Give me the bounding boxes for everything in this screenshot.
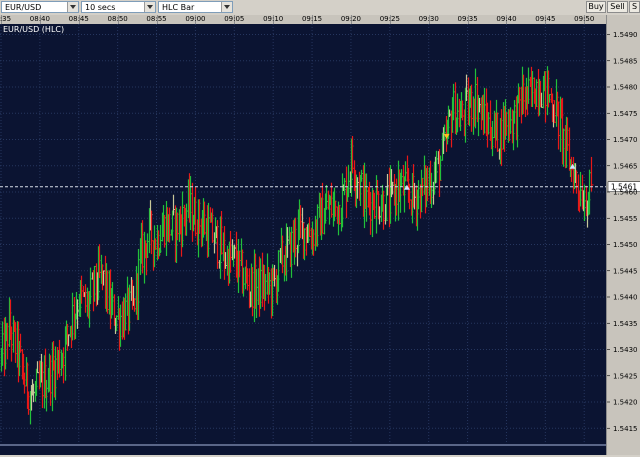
price-axis: 1.5461 1.5490 1.5485 1.5480 1.5475 1.5470 1.5… xyxy=(606,15,640,455)
price-tick-label: 1.5445 xyxy=(613,267,638,275)
chart-scrollbar[interactable] xyxy=(0,444,606,455)
time-tick-label: 09:40 xyxy=(496,15,517,23)
time-axis-separator xyxy=(428,15,430,24)
time-axis-separator xyxy=(506,15,508,24)
interval-select-value: 10 secs xyxy=(85,3,116,12)
buy-marker-icon[interactable] xyxy=(569,163,576,169)
time-tick-label: 09:30 xyxy=(418,15,439,23)
time-axis-separator xyxy=(350,15,352,24)
time-tick-label: 09:35 xyxy=(457,15,478,23)
time-tick-label: 09:25 xyxy=(379,15,400,23)
sell-marker-icon[interactable] xyxy=(443,133,450,139)
chart-title: EUR/USD (HLC) xyxy=(3,25,64,34)
sell-button[interactable]: Sell xyxy=(607,1,628,13)
time-tick-label: 08:40 xyxy=(29,15,50,23)
price-tick-label: 1.5465 xyxy=(613,162,638,170)
time-axis-separator xyxy=(39,15,41,24)
time-axis-separator xyxy=(234,15,236,24)
time-axis-separator xyxy=(584,15,586,24)
time-axis-separator xyxy=(389,15,391,24)
price-tick-label: 1.5485 xyxy=(613,57,638,65)
price-tick-label: 1.5475 xyxy=(613,110,638,118)
chart-style-select[interactable]: HLC Bar xyxy=(158,1,233,13)
time-tick-label: 09:05 xyxy=(224,15,245,23)
price-tick-label: 1.5450 xyxy=(613,241,638,249)
time-axis-separator xyxy=(156,15,158,24)
price-tick-label: 1.5430 xyxy=(613,346,638,354)
price-tick-label: 1.5480 xyxy=(613,84,638,92)
symbol-select-value: EUR/USD xyxy=(5,3,42,12)
hlc-bar xyxy=(496,112,500,152)
price-tick-label: 1.5420 xyxy=(613,399,638,407)
time-tick-label: 09:15 xyxy=(301,15,323,23)
time-tick-label: 08:55 xyxy=(146,15,167,23)
time-tick-label: 09:00 xyxy=(185,15,206,23)
toolbar: EUR/USD 10 secs HLC Bar Buy Sell S xyxy=(0,0,640,15)
time-tick-label: 08:45 xyxy=(68,15,89,23)
more-button[interactable]: S xyxy=(629,1,640,13)
time-tick-label: 08:50 xyxy=(107,15,128,23)
time-axis-separator xyxy=(545,15,547,24)
price-chart[interactable]: EUR/USD (HLC) xyxy=(0,24,606,444)
time-axis-separator xyxy=(78,15,80,24)
price-tick-label: 1.5470 xyxy=(613,136,638,144)
chevron-down-icon[interactable] xyxy=(144,2,155,12)
price-tick-label: 1.5460 xyxy=(613,189,638,197)
price-tick-label: 1.5435 xyxy=(613,320,638,328)
current-price-label: 1.5461 xyxy=(611,182,637,191)
time-tick-label: 08:35 xyxy=(0,15,12,23)
price-tick-label: 1.5425 xyxy=(613,372,638,380)
current-price-tag xyxy=(607,181,640,192)
chevron-down-icon[interactable] xyxy=(221,2,232,12)
hlc-bar xyxy=(590,156,594,192)
time-tick-label: 09:50 xyxy=(574,15,595,23)
buy-button[interactable]: Buy xyxy=(586,1,606,13)
time-axis-separator xyxy=(195,15,197,24)
chevron-down-icon[interactable] xyxy=(67,2,78,12)
price-tick-label: 1.5415 xyxy=(613,425,638,433)
time-tick-label: 09:45 xyxy=(535,15,556,23)
chart-style-select-value: HLC Bar xyxy=(162,3,195,12)
hlc-bar xyxy=(168,207,172,243)
interval-select[interactable]: 10 secs xyxy=(81,1,156,13)
time-axis-separator xyxy=(312,15,314,24)
time-tick-label: 09:10 xyxy=(263,15,284,23)
symbol-select[interactable]: EUR/USD xyxy=(1,1,79,13)
price-chart-svg: EUR/USD (HLC) xyxy=(0,24,606,444)
time-tick-label: 09:20 xyxy=(340,15,362,23)
price-tick-label: 1.5455 xyxy=(613,215,638,223)
time-axis-separator xyxy=(273,15,275,24)
time-axis-separator xyxy=(1,15,2,24)
time-axis-separator xyxy=(117,15,119,24)
time-axis-separator xyxy=(467,15,469,24)
price-tick-label: 1.5440 xyxy=(613,294,638,302)
price-tick-label: 1.5490 xyxy=(613,31,638,39)
